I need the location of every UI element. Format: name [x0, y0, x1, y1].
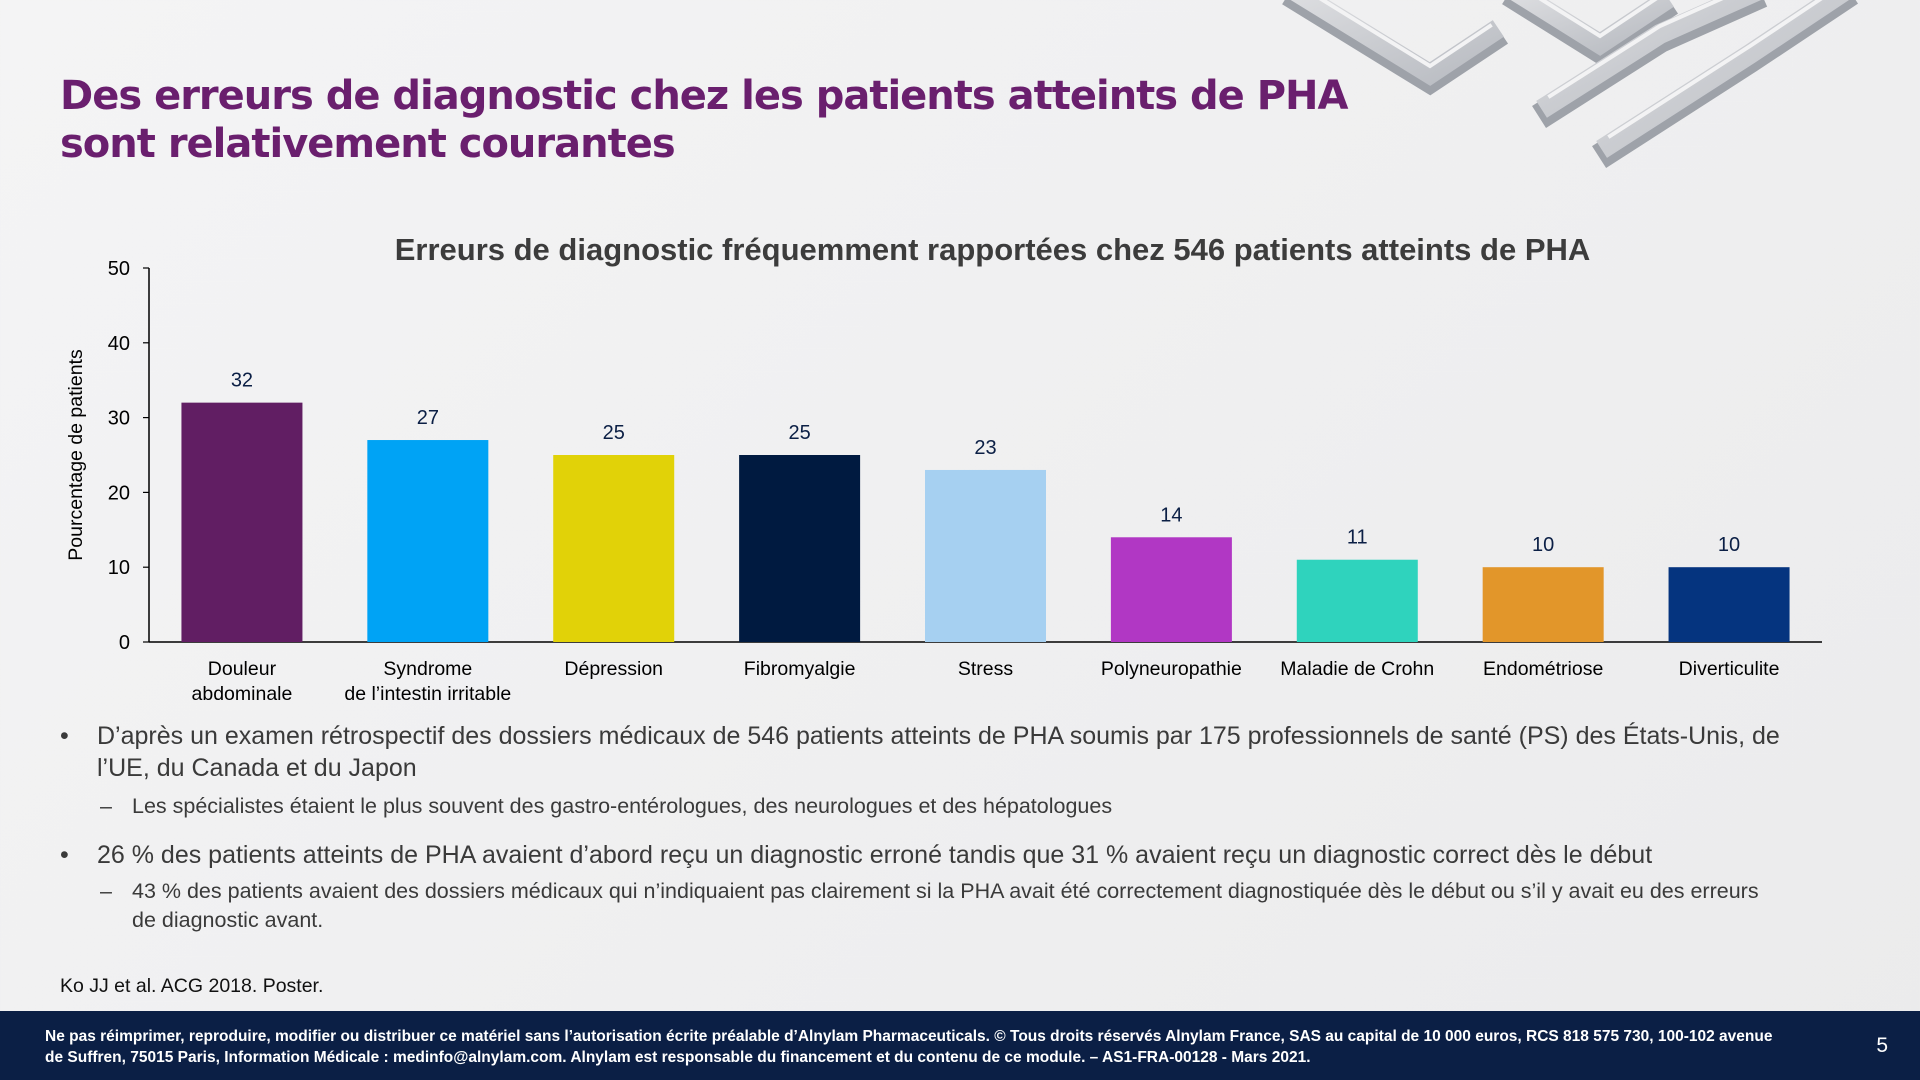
bar: [1668, 567, 1790, 642]
maze-image: [1280, 0, 1920, 220]
data-label: 11: [1347, 527, 1368, 549]
bullet-item: • D’après un examen rétrospectif des dos…: [60, 720, 1780, 784]
page-number: 5: [1876, 1034, 1888, 1057]
bullet-marker: •: [60, 722, 69, 750]
y-tick-label: 10: [108, 557, 130, 579]
sub-bullet-text: 43 % des patients avaient des dossiers m…: [132, 879, 1759, 932]
sub-bullet-marker: –: [100, 879, 112, 903]
x-tick-label: Diverticulite: [1679, 658, 1780, 680]
bullet-item: • 26 % des patients atteints de PHA avai…: [60, 839, 1780, 871]
data-label: 25: [788, 422, 810, 444]
x-tick-label: abdominale: [192, 683, 293, 705]
data-label: 25: [603, 422, 625, 444]
data-label: 14: [1160, 504, 1182, 526]
y-axis-label: Pourcentage de patients: [65, 349, 87, 561]
bar: [1110, 537, 1232, 642]
sub-bullet-item: – Les spécialistes étaient le plus souve…: [60, 792, 1780, 821]
bar: [1296, 559, 1418, 642]
data-label: 10: [1532, 534, 1554, 556]
bar: [553, 455, 675, 642]
footer: Ne pas réimprimer, reproduire, modifier …: [0, 1011, 1920, 1080]
bullet-list: • D’après un examen rétrospectif des dos…: [60, 720, 1780, 935]
data-label: 23: [974, 437, 996, 459]
sub-bullet-marker: –: [100, 794, 112, 818]
bar: [739, 455, 861, 642]
bullet-text: D’après un examen rétrospectif des dossi…: [97, 722, 1780, 782]
chart-title: Erreurs de diagnostic fréquemment rappor…: [394, 232, 1591, 267]
x-tick-label: Dépression: [564, 658, 663, 680]
bar: [1482, 567, 1604, 642]
x-tick-label: Fibromyalgie: [744, 658, 856, 680]
x-tick-label: Polyneuropathie: [1101, 658, 1242, 680]
footer-text: Ne pas réimprimer, reproduire, modifier …: [45, 1028, 1773, 1066]
x-tick-label: Stress: [958, 658, 1014, 680]
bar-chart: 0 10 20 30 40 50 Pourcentage de patients 32 Doul…: [65, 258, 1822, 705]
sub-bullet-text: Les spécialistes étaient le plus souvent…: [132, 794, 1113, 818]
x-tick-label: Endométriose: [1483, 658, 1603, 680]
y-tick-label: 30: [108, 408, 130, 430]
y-tick-label: 50: [108, 258, 130, 280]
bar: [181, 402, 303, 642]
y-tick-label: 40: [108, 333, 130, 355]
x-tick-label: de l’intestin irritable: [344, 683, 511, 705]
x-tick-label: Douleur: [208, 658, 277, 680]
bar: [367, 440, 489, 642]
y-tick-label: 20: [108, 482, 130, 504]
bullet-marker: •: [60, 841, 69, 869]
data-label: 32: [231, 370, 253, 392]
x-tick-label: Syndrome: [383, 658, 472, 680]
data-label: 10: [1718, 534, 1740, 556]
x-tick-label: Maladie de Crohn: [1280, 658, 1434, 680]
slide-title: Des erreurs de diagnostic chez les patie…: [60, 73, 1348, 167]
data-label: 27: [417, 407, 439, 429]
reference: Ko JJ et al. ACG 2018. Poster.: [60, 975, 324, 997]
bullet-text: 26 % des patients atteints de PHA avaien…: [97, 841, 1653, 869]
y-tick-label: 0: [119, 632, 130, 654]
sub-bullet-item: – 43 % des patients avaient des dossiers…: [60, 877, 1780, 935]
bar: [925, 469, 1046, 642]
